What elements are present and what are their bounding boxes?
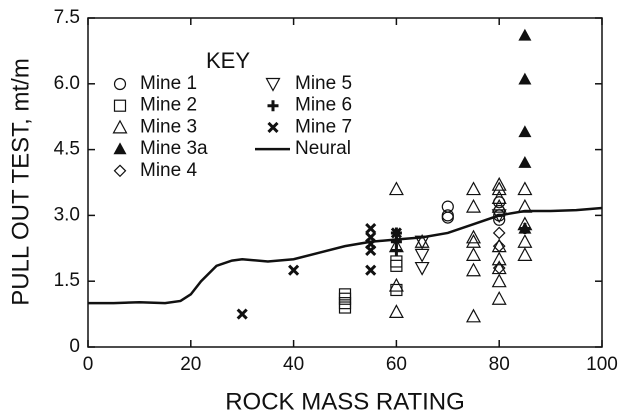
marker	[365, 264, 377, 276]
marker	[518, 156, 532, 168]
marker	[236, 308, 248, 320]
legend-label: Mine 2	[140, 95, 197, 116]
y-tick-label: 3.0	[54, 204, 80, 225]
legend-marker	[113, 99, 127, 112]
marker	[491, 273, 507, 288]
x-tick-label: 0	[83, 354, 94, 375]
x-tick-label: 100	[586, 354, 618, 375]
x-tick-label: 60	[386, 354, 407, 375]
x-axis-label: ROCK MASS RATING	[225, 388, 465, 415]
legend-marker	[113, 142, 127, 155]
marker	[517, 247, 533, 261]
marker	[518, 28, 532, 41]
marker	[492, 239, 506, 253]
marker	[465, 247, 482, 261]
legend-label: Mine 3	[140, 116, 197, 137]
marker	[390, 244, 402, 256]
y-tick-label: 0	[69, 336, 80, 357]
legend-label: Mine 5	[295, 73, 352, 94]
legend-marker	[265, 77, 281, 92]
marker	[491, 251, 507, 266]
marker	[390, 255, 403, 268]
marker	[414, 248, 430, 263]
marker	[288, 264, 300, 276]
y-tick-label: 6.0	[54, 73, 80, 94]
legend-label: Mine 6	[295, 95, 352, 116]
marker	[441, 211, 454, 224]
marker	[365, 244, 377, 257]
legend-label: Mine 3a	[140, 138, 208, 159]
x-tick-label: 80	[489, 354, 510, 375]
marker	[388, 304, 404, 319]
marker	[491, 176, 507, 191]
legend-marker	[267, 121, 279, 133]
marker	[338, 288, 352, 301]
legend-marker	[112, 119, 128, 134]
legend-label: Mine 4	[140, 160, 197, 181]
legend-label: Neural	[295, 138, 351, 159]
legend-label: Mine 7	[295, 116, 352, 137]
marker	[491, 181, 507, 196]
y-tick-label: 7.5	[54, 7, 80, 28]
marker	[465, 229, 482, 244]
legend-marker	[113, 77, 127, 91]
legend-marker	[113, 164, 127, 178]
y-tick-label: 4.5	[54, 139, 80, 160]
marker	[491, 190, 507, 204]
x-tick-label: 40	[283, 354, 304, 375]
marker	[519, 223, 531, 235]
marker	[518, 72, 532, 85]
marker	[492, 226, 506, 240]
legend-title: KEY	[206, 48, 250, 73]
marker	[390, 227, 402, 239]
marker	[465, 262, 482, 277]
marker	[388, 181, 404, 196]
marker	[414, 261, 430, 276]
marker	[388, 277, 404, 292]
marker	[491, 198, 507, 213]
marker	[518, 125, 532, 138]
neural-line	[88, 206, 603, 305]
marker	[365, 222, 377, 235]
y-tick-label: 1.5	[54, 270, 80, 291]
marker	[491, 290, 507, 305]
marker	[465, 308, 482, 323]
legend-marker	[267, 100, 279, 112]
x-tick-label: 20	[180, 354, 201, 375]
marker	[390, 259, 403, 272]
marker	[465, 198, 482, 213]
marker	[492, 261, 506, 275]
marker	[465, 181, 482, 196]
plot-frame	[87, 17, 603, 348]
y-axis-label: PULL OUT TEST, mt/m	[7, 58, 34, 306]
marker	[465, 233, 482, 248]
legend-label: Mine 1	[140, 73, 197, 94]
marker	[517, 181, 533, 196]
marker	[517, 233, 533, 248]
